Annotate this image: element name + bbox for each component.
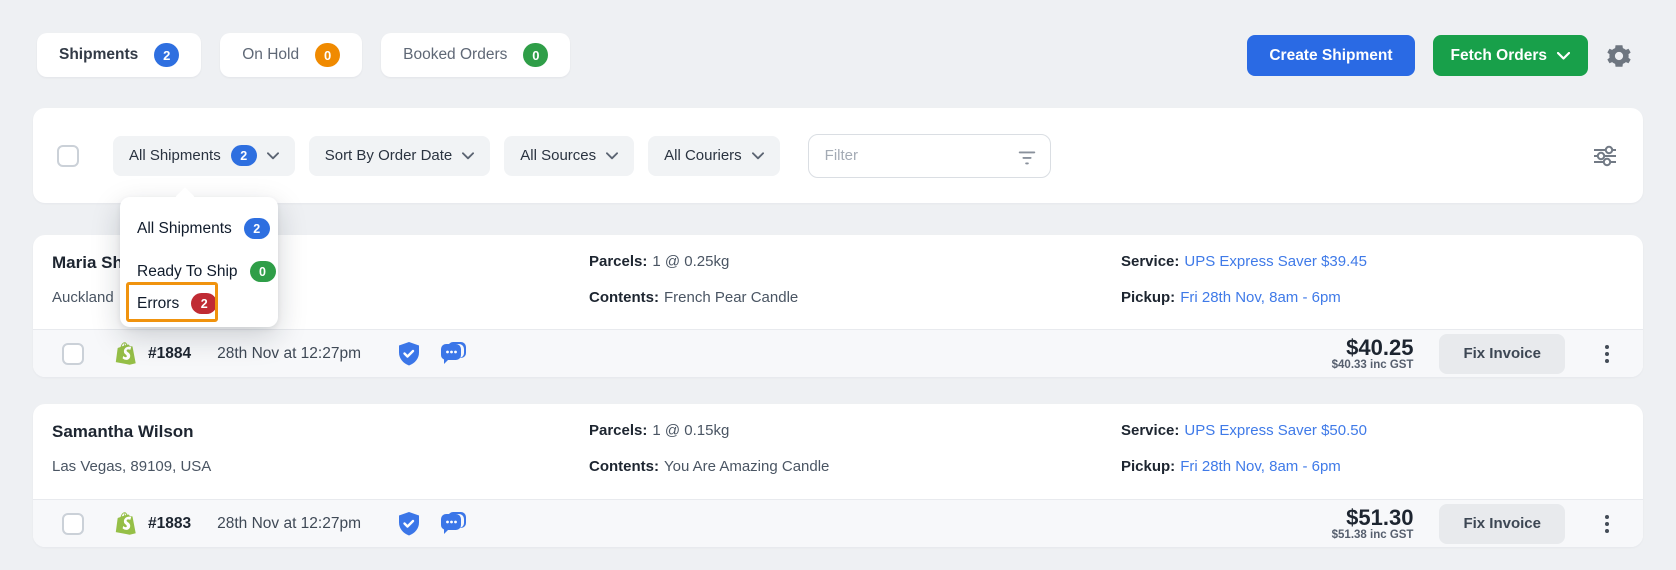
couriers-filter-label: All Couriers [664,147,742,164]
fix-invoice-button[interactable]: Fix Invoice [1439,503,1565,544]
sliders-icon [1594,145,1616,166]
chat-icon[interactable] [439,511,467,537]
dropdown-item-count-badge: 2 [191,293,218,314]
chevron-down-icon [462,151,475,159]
create-shipment-button[interactable]: Create Shipment [1247,35,1415,76]
shipment-status-filter[interactable]: All Shipments 2 [113,135,295,176]
dropdown-item-label: All Shipments [137,219,232,237]
chevron-down-icon [606,151,619,159]
shipment-price: $40.25 [1346,335,1414,360]
shipment-status-filter-label: All Shipments [129,147,221,164]
service-link[interactable]: UPS Express Saver $39.45 [1184,253,1367,270]
shipment-card: Samantha Wilson Las Vegas, 89109, USA Pa… [33,404,1643,547]
tab-booked-orders[interactable]: Booked Orders 0 [381,33,571,77]
pickup-link[interactable]: Fri 28th Nov, 8am - 6pm [1180,458,1341,475]
dropdown-item-label: Ready To Ship [137,262,238,280]
shopify-icon [115,511,136,535]
shipment-price-inc-gst: $40.33 inc GST [1331,359,1414,371]
dropdown-item-label: Errors [137,294,180,312]
order-number: #1884 [148,344,192,362]
couriers-filter[interactable]: All Couriers [648,135,780,176]
pickup-label: Pickup: [1121,289,1176,306]
pickup-label: Pickup: [1121,458,1176,475]
chevron-down-icon [1557,51,1570,60]
parcels-value: 1 @ 0.25kg [652,253,730,270]
filter-bar: All Shipments 2 Sort By Order Date All S… [33,108,1643,203]
sources-filter[interactable]: All Sources [504,135,635,176]
kebab-menu-icon[interactable] [1601,341,1613,367]
tab-on-hold-count-badge: 0 [315,43,341,67]
filter-input-wrap [807,133,1051,178]
chevron-down-icon [266,151,279,159]
fetch-orders-button[interactable]: Fetch Orders [1432,35,1588,76]
dropdown-item-count-badge: 2 [243,218,270,239]
shipment-price: $51.30 [1346,505,1414,530]
contents-value: You Are Amazing Candle [664,458,830,475]
parcels-label: Parcels: [589,253,648,270]
contents-label: Contents: [589,289,659,306]
shipment-details: Samantha Wilson Las Vegas, 89109, USA Pa… [33,404,1643,498]
shipment-checkbox[interactable] [62,342,84,365]
shield-check-icon[interactable] [397,341,421,367]
chat-icon[interactable] [439,341,467,367]
order-number: #1883 [148,514,192,532]
tab-on-hold[interactable]: On Hold 0 [220,33,363,77]
order-date: 28th Nov at 12:27pm [217,514,362,532]
recipient-name: Samantha Wilson [52,422,194,441]
tab-booked-orders-label: Booked Orders [403,46,508,63]
shipment-status-dropdown: All Shipments 2 Ready To Ship 0 Errors 2 [120,187,278,327]
fix-invoice-button[interactable]: Fix Invoice [1439,333,1565,374]
tab-booked-orders-count-badge: 0 [523,43,549,67]
filter-funnel-icon [1018,151,1035,164]
dropdown-item-ready-to-ship[interactable]: Ready To Ship 0 [120,251,278,292]
recipient-name: Maria Sh [52,253,123,272]
parcels-label: Parcels: [589,422,648,439]
header-actions: Create Shipment Fetch Orders [1247,35,1632,76]
shipment-status-count-badge: 2 [230,145,257,166]
dropdown-item-all-shipments[interactable]: All Shipments 2 [120,208,278,249]
select-all-checkbox[interactable] [57,144,79,167]
shield-check-icon[interactable] [397,511,421,537]
contents-value: French Pear Candle [664,289,799,306]
filter-input[interactable] [808,147,1050,164]
shopify-icon [115,341,136,365]
dropdown-item-errors[interactable]: Errors 2 [120,283,278,324]
shipment-footer: #1883 28th Nov at 12:27pm $51.30 $51.38 … [33,499,1643,547]
price-block: $40.25 $40.33 inc GST [1332,336,1414,371]
fetch-orders-label: Fetch Orders [1450,46,1547,64]
shipment-checkbox[interactable] [62,512,84,535]
recipient-address: Las Vegas, 89109, USA [52,458,212,475]
settings-button[interactable] [1606,43,1632,69]
shipment-details: Maria Sh Auckland Parcels: 1 @ 0.25kg Con… [33,235,1643,329]
sources-filter-label: All Sources [520,147,597,164]
service-label: Service: [1121,422,1180,439]
contents-label: Contents: [589,458,659,475]
service-label: Service: [1121,253,1180,270]
shipment-card: Maria Sh Auckland Parcels: 1 @ 0.25kg Con… [33,235,1643,377]
dropdown-item-count-badge: 0 [249,261,276,282]
tab-on-hold-label: On Hold [242,46,300,63]
tab-shipments-label: Shipments [59,46,139,63]
kebab-menu-icon[interactable] [1601,511,1613,537]
shipment-price-inc-gst: $51.38 inc GST [1331,529,1414,541]
tab-shipments[interactable]: Shipments 2 [37,33,202,77]
order-date: 28th Nov at 12:27pm [217,344,362,362]
gear-icon [1607,44,1631,67]
parcels-value: 1 @ 0.15kg [652,422,730,439]
view-tabs: Shipments 2 On Hold 0 Booked Orders 0 [37,33,571,77]
tab-shipments-count-badge: 2 [154,43,180,67]
pickup-link[interactable]: Fri 28th Nov, 8am - 6pm [1180,289,1341,306]
price-block: $51.30 $51.38 inc GST [1332,506,1414,541]
shipment-footer: #1884 28th Nov at 12:27pm $40.25 $40.33 … [33,329,1643,377]
sort-by-filter[interactable]: Sort By Order Date [308,135,491,176]
recipient-address: Auckland [52,289,114,306]
sort-by-filter-label: Sort By Order Date [324,147,453,164]
chevron-down-icon [751,151,764,159]
advanced-filters-button[interactable] [1591,142,1619,170]
service-link[interactable]: UPS Express Saver $50.50 [1184,422,1367,439]
